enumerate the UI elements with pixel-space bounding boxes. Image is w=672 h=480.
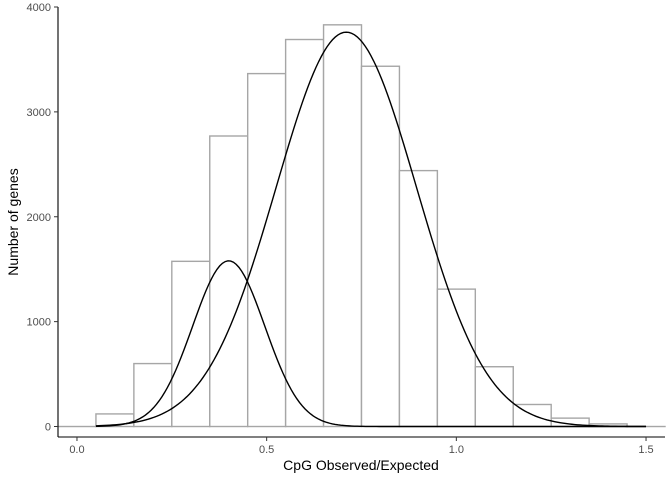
- axes: [57, 7, 665, 438]
- histogram-bar: [246, 72, 287, 428]
- histogram-bar: [133, 362, 173, 428]
- y-tick-label: 1000: [27, 317, 51, 329]
- x-tick-label: 1.0: [449, 444, 464, 456]
- histogram-bar: [398, 169, 439, 428]
- histogram-bar: [209, 135, 249, 428]
- density-curve: [95, 31, 647, 428]
- histogram-bar: [360, 65, 401, 428]
- histogram-bar: [284, 38, 325, 428]
- density-curve: [95, 260, 647, 428]
- x-axis-ticks: 0.0 0.5 1.0 1.5: [69, 437, 654, 456]
- x-tick-label: 1.5: [638, 444, 653, 456]
- y-axis-ticks: 0 1000 2000 3000 4000: [27, 2, 58, 434]
- histogram-bars: [57, 24, 666, 428]
- density-curves: [95, 31, 647, 428]
- y-tick-label: 0: [45, 422, 51, 434]
- histogram-bar: [474, 366, 514, 428]
- x-axis-title: CpG Observed/Expected: [283, 457, 439, 473]
- y-axis-title: Number of genes: [5, 168, 21, 275]
- y-tick-label: 2000: [27, 212, 51, 224]
- x-tick-label: 0.5: [259, 444, 274, 456]
- y-tick-label: 3000: [27, 107, 51, 119]
- histogram-bar: [322, 24, 363, 428]
- y-tick-label: 4000: [27, 2, 51, 14]
- x-tick-label: 0.0: [69, 444, 84, 456]
- histogram-bar: [171, 260, 211, 428]
